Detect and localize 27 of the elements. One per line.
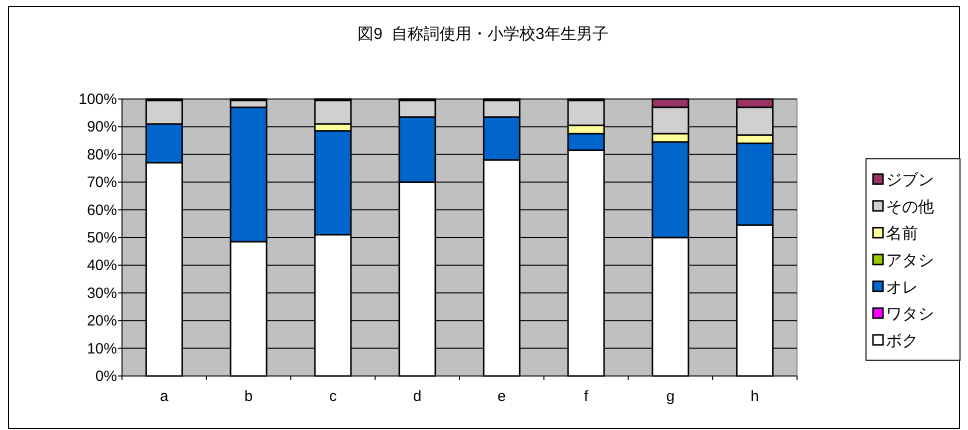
ytick-label: 30% xyxy=(86,284,117,302)
title: 図9 自称詞使用・小学校3年生男子 xyxy=(358,26,608,43)
legend-label: ワタシ xyxy=(886,306,934,324)
legend-label: アタシ xyxy=(886,252,934,270)
ytick-label: 100% xyxy=(78,91,117,108)
legend-label: オレ xyxy=(886,279,918,296)
ytick-label: 10% xyxy=(86,340,117,358)
xtick-label: h xyxy=(750,388,759,405)
xtick-label: a xyxy=(160,388,168,405)
ytick-label: 40% xyxy=(86,257,117,274)
ytick-label: 80% xyxy=(86,146,117,164)
legend-label: ボク xyxy=(886,332,918,350)
xtick-label: g xyxy=(666,388,675,405)
ytick-label: 60% xyxy=(86,202,117,219)
legend-label: 名前 xyxy=(886,226,918,243)
ytick-label: 50% xyxy=(86,230,117,246)
xtick-label: b xyxy=(244,388,253,405)
xtick-label: e xyxy=(498,388,506,405)
xtick-label: f xyxy=(584,388,588,405)
legend-label: ジブン xyxy=(886,172,934,190)
legend-label: その他 xyxy=(886,198,934,216)
xtick-label: d xyxy=(413,388,422,405)
ytick-label: 90% xyxy=(86,118,117,136)
ytick-label: 70% xyxy=(86,174,117,192)
xtick-label: c xyxy=(329,388,337,405)
ytick-label: 20% xyxy=(86,312,117,330)
ytick-label: 0% xyxy=(95,368,117,385)
